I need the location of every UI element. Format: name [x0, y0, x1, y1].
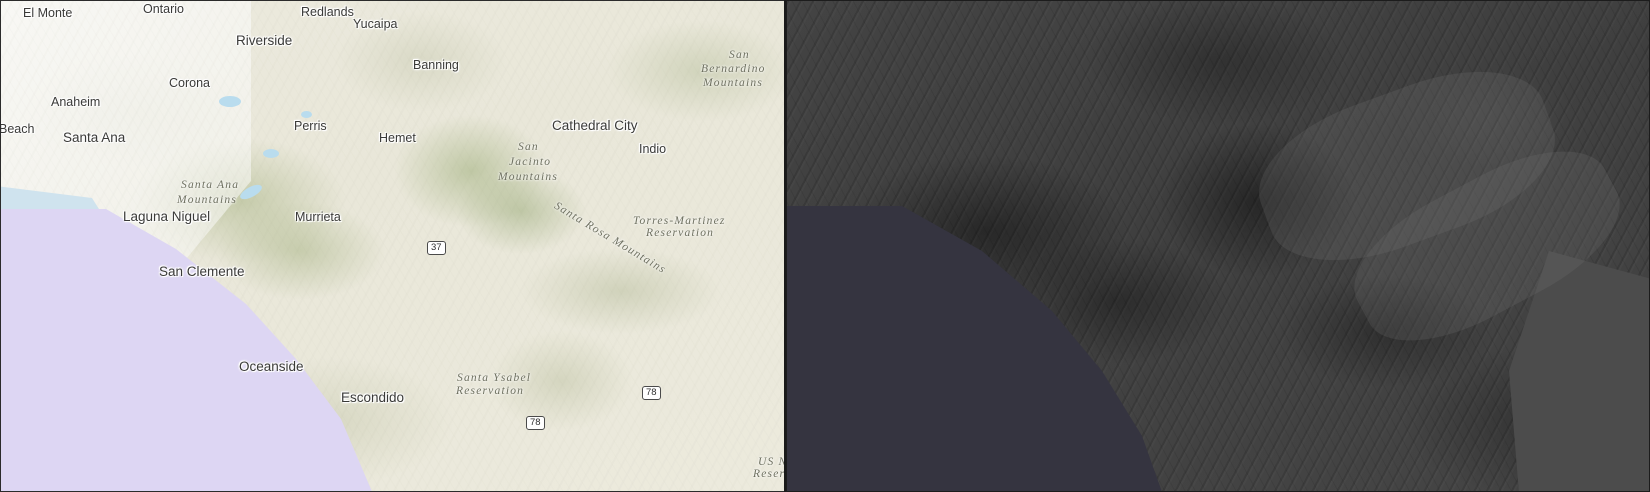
- terrain-label-san: San: [518, 141, 539, 153]
- terrain-label-torres-martinez: Torres-Martinez: [633, 215, 726, 227]
- terrain-label-reser: Reser: [753, 468, 786, 480]
- terrain-label-mountains: Mountains: [703, 77, 763, 89]
- highway-shield-78: 78: [526, 416, 545, 430]
- city-label-yucaipa: Yucaipa: [353, 17, 398, 31]
- city-label-san-clemente: San Clemente: [159, 264, 245, 279]
- city-label-hemet: Hemet: [379, 131, 416, 145]
- city-label-santa-ana: Santa Ana: [63, 130, 126, 145]
- terrain-label-san: San: [729, 49, 750, 61]
- city-label-cathedral-city: Cathedral City: [552, 118, 638, 133]
- terrain-label-mountains: Mountains: [177, 194, 237, 206]
- terrain-label-reservation: Reservation: [646, 227, 715, 239]
- city-label-corona: Corona: [169, 76, 210, 90]
- city-label-banning: Banning: [413, 58, 459, 72]
- lake-skinner: [301, 111, 312, 118]
- city-label-escondido: Escondido: [341, 390, 405, 405]
- highway-shield-78: 78: [642, 386, 661, 400]
- city-label-indio: Indio: [639, 142, 667, 156]
- terrain-label-mountains: Mountains: [498, 171, 558, 183]
- terrain-label-us-n: US N: [758, 456, 786, 468]
- left-topographic-map[interactable]: San Bernardino Mountains Santa Ana Mountains…: [0, 0, 786, 492]
- terrain-label-santa-ysabel: Santa Ysabel: [457, 372, 532, 384]
- terrain-label-santa-ana: Santa Ana: [181, 179, 240, 191]
- city-label-ontario: Ontario: [143, 2, 184, 16]
- city-label-perris: Perris: [294, 119, 327, 133]
- city-label-murrieta: Murrieta: [295, 210, 341, 224]
- terrain-label-reservation: Reservation: [456, 385, 525, 397]
- terrain-label-jacinto: Jacinto: [509, 156, 552, 168]
- city-label-redlands: Redlands: [301, 5, 354, 19]
- lake-perris: [263, 149, 279, 158]
- city-label-el-monte: El Monte: [23, 6, 73, 20]
- city-label-riverside: Riverside: [236, 33, 293, 48]
- terrain-label-bernardino: Bernardino: [701, 63, 766, 75]
- lake-mathews: [219, 96, 241, 107]
- right-dark-fault-map[interactable]: [786, 0, 1650, 492]
- highway-shield-37: 37: [427, 241, 446, 255]
- city-label-laguna-niguel: Laguna Niguel: [123, 209, 211, 224]
- city-label-anaheim: Anaheim: [51, 95, 101, 109]
- city-label-oceanside: Oceanside: [239, 359, 304, 374]
- city-label-beach: Beach: [0, 122, 35, 136]
